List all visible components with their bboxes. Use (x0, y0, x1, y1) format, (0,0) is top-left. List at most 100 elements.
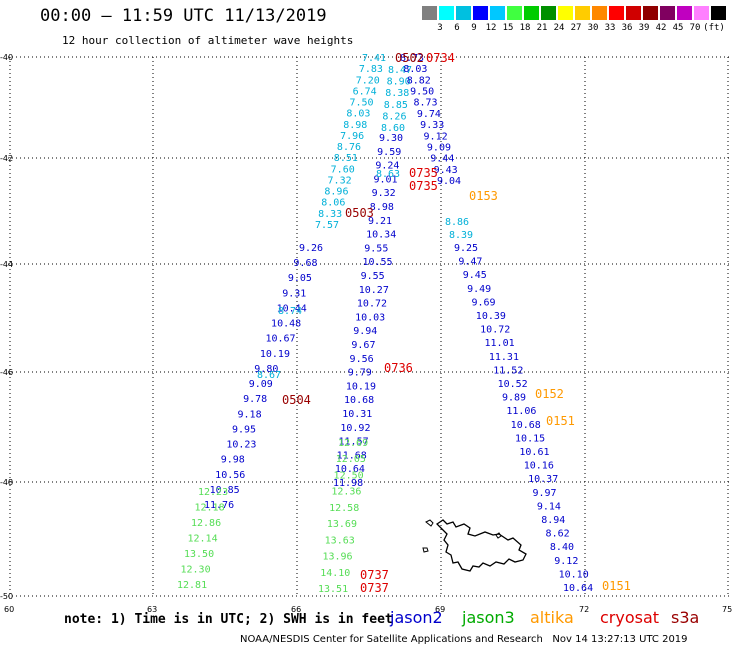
obs-cyan: 8.67 (257, 370, 281, 381)
obs-blue: 9.98 (221, 455, 245, 466)
scale-swatch (507, 6, 522, 20)
obs-cyan: 7.60 (331, 164, 355, 175)
scale-label: 12 (485, 23, 497, 33)
obs-blue: 9.43 (434, 165, 458, 176)
scale-label: 30 (587, 23, 599, 33)
obs-green: 12.81 (177, 580, 207, 591)
obs-blue: 9.32 (372, 188, 396, 199)
obs-blue: 10.72 (357, 299, 387, 310)
obs-blue: 10.72 (480, 325, 510, 336)
obs-blue: 9.18 (238, 409, 262, 420)
obs-cyan: 8.60 (381, 123, 405, 134)
time-label-s3a: 0502 (395, 51, 424, 65)
obs-blue: 10.56 (215, 470, 245, 481)
legend-s3a: s3a (671, 608, 700, 627)
scale-swatch (490, 6, 505, 20)
obs-blue: 9.56 (350, 354, 374, 365)
obs-cyan: 7.96 (340, 131, 364, 142)
obs-blue: 9.50 (410, 87, 434, 98)
obs-blue: 9.49 (467, 284, 491, 295)
obs-cyan: 6.74 (353, 86, 377, 97)
obs-blue: 10.03 (355, 312, 385, 323)
obs-blue: 10.16 (524, 461, 554, 472)
obs-cyan: 7.20 (356, 75, 380, 86)
legend-cryosat: cryosat (600, 608, 660, 627)
obs-blue: 9.33 (420, 120, 444, 131)
obs-cyan: 7.83 (359, 64, 383, 75)
obs-blue: 9.14 (537, 501, 561, 512)
obs-green: 13.96 (322, 552, 352, 563)
scale-swatch (456, 6, 471, 20)
scale-swatch (422, 6, 437, 20)
scale-swatch (694, 6, 709, 20)
scale-swatch (524, 6, 539, 20)
obs-cyan: 7.50 (349, 98, 373, 109)
lon-label: 69 (435, 605, 445, 614)
obs-blue: 9.25 (454, 243, 478, 254)
obs-blue: 11.76 (204, 500, 234, 511)
obs-green: 12.36 (331, 487, 361, 498)
lat-label: -46 (0, 368, 13, 377)
scale-swatch (711, 6, 726, 20)
obs-blue: 9.95 (232, 424, 256, 435)
time-label-altika: 0153 (469, 189, 498, 203)
scale-label: 45 (672, 23, 684, 33)
obs-blue: 11.52 (493, 365, 523, 376)
obs-green: 12.50 (334, 470, 364, 481)
obs-blue: 9.31 (282, 288, 306, 299)
islet (422, 547, 429, 553)
obs-blue: 10.64 (335, 464, 365, 475)
scale-label: 70 (689, 23, 701, 33)
obs-blue: 9.04 (437, 176, 461, 187)
obs-cyan: 8.47 (388, 65, 412, 76)
obs-blue: 9.26 (299, 243, 323, 254)
obs-blue: 10.27 (359, 285, 389, 296)
obs-blue: 9.67 (351, 340, 375, 351)
obs-blue: 9.79 (348, 368, 372, 379)
obs-cyan: 8.06 (321, 198, 345, 209)
time-label-altika: 0151 (602, 579, 631, 593)
obs-cyan: 7.57 (315, 220, 339, 231)
obs-blue: 10.19 (346, 381, 376, 392)
obs-blue: 10.23 (226, 440, 256, 451)
obs-blue: 10.19 (260, 349, 290, 360)
obs-blue: 9.78 (243, 394, 267, 405)
obs-blue: 10.37 (528, 474, 558, 485)
obs-blue: 10.68 (344, 395, 374, 406)
obs-blue: 8.94 (541, 515, 565, 526)
obs-green: 13.69 (327, 519, 357, 530)
scale-swatch (643, 6, 658, 20)
obs-green: 12.58 (329, 503, 359, 514)
obs-blue: 9.21 (368, 216, 392, 227)
time-label-altika: 0152 (535, 387, 564, 401)
obs-blue: 9.59 (377, 147, 401, 158)
scale-swatch (558, 6, 573, 20)
obs-blue: 9.74 (417, 109, 441, 120)
obs-blue: 9.30 (379, 133, 403, 144)
obs-blue: 9.69 (471, 297, 495, 308)
obs-blue: 9.24 (375, 161, 399, 172)
obs-green: 12.30 (181, 565, 211, 576)
obs-cyan: 7.32 (328, 175, 352, 186)
obs-blue: 9.89 (502, 393, 526, 404)
legend-jason2: jason2 (390, 608, 443, 627)
obs-green: 12.05 (336, 454, 366, 465)
obs-blue: 10.39 (476, 311, 506, 322)
time-label-cryosat: 0737 (360, 568, 389, 582)
obs-cyan: 8.63 (376, 169, 400, 180)
obs-blue: 9.47 (458, 257, 482, 268)
obs-blue: 11.06 (506, 406, 536, 417)
scale-label: 33 (604, 23, 616, 33)
obs-blue: 11.31 (489, 352, 519, 363)
lat-label: -42 (0, 154, 13, 163)
time-label-altika: 0151 (546, 414, 575, 428)
time-label-s3a: 0504 (282, 393, 311, 407)
lat-label: -50 (0, 592, 13, 601)
time-label-cryosat: 0736 (384, 361, 413, 375)
scale-label: 9 (471, 23, 477, 33)
lon-label: 72 (579, 605, 589, 614)
obs-blue: 10.55 (362, 257, 392, 268)
time-label-s3a: 0503 (345, 206, 374, 220)
obs-cyan: 8.85 (384, 100, 408, 111)
